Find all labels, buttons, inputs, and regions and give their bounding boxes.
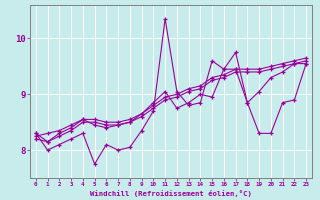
- X-axis label: Windchill (Refroidissement éolien,°C): Windchill (Refroidissement éolien,°C): [90, 190, 252, 197]
